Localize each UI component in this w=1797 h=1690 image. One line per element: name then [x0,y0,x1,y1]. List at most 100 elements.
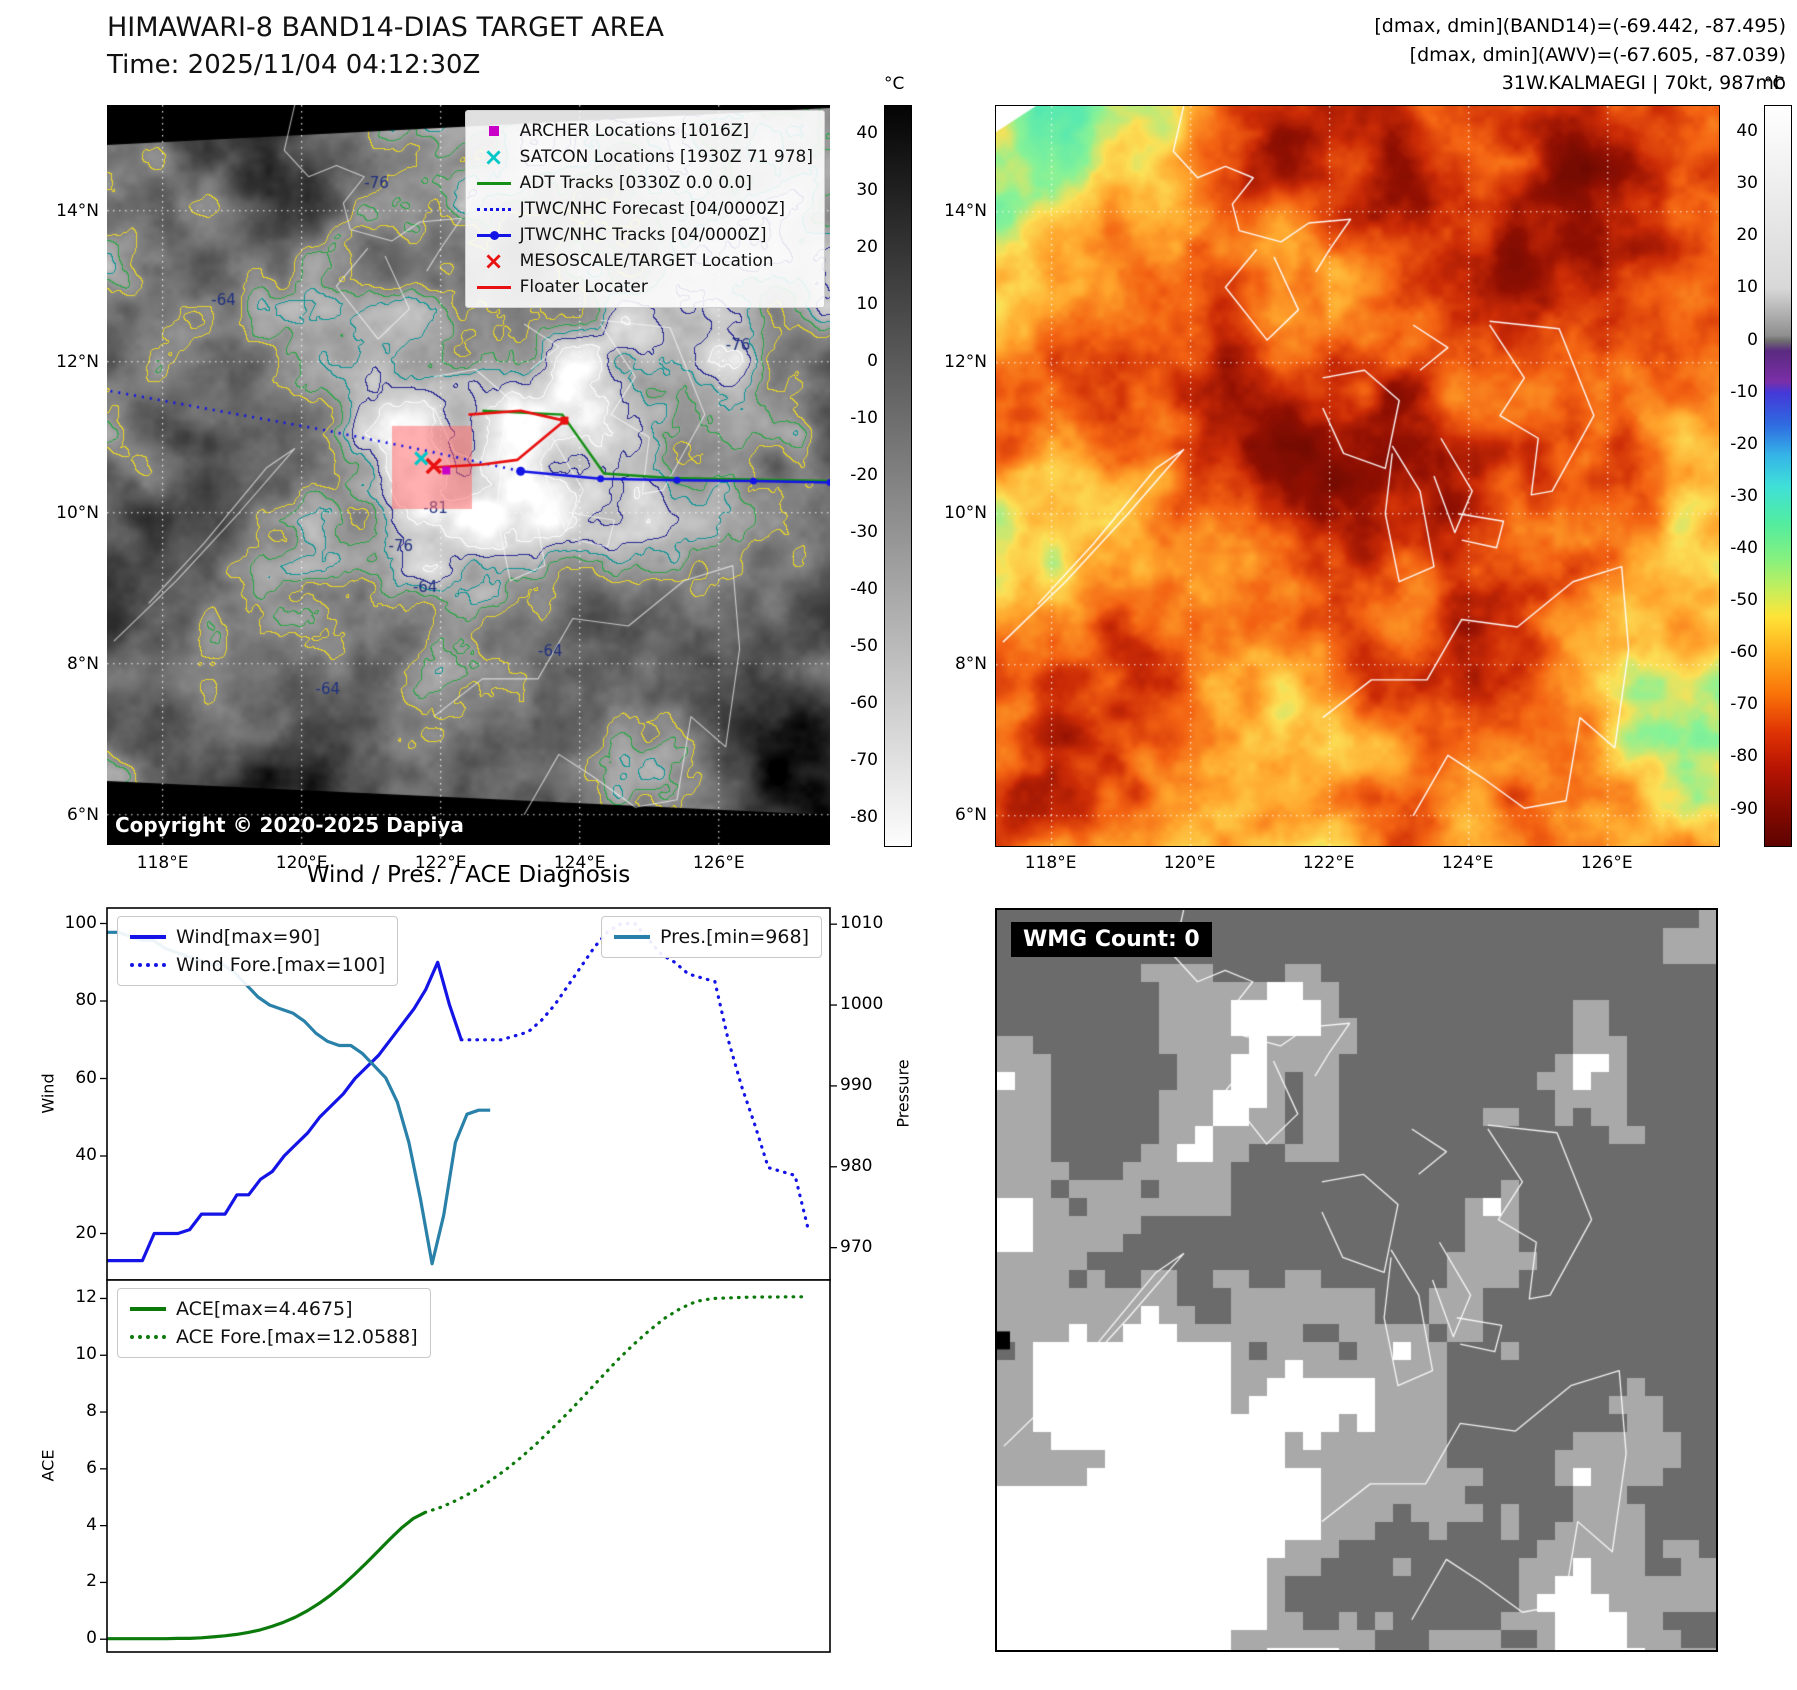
legend-row-jtwc-forecast: JTWC/NHC Forecast [04/0000Z] [476,196,813,222]
colorbar-tick-label: 40 [856,123,878,144]
ace-line-swatch-icon [130,1307,166,1311]
colorbar-tick-label: 0 [1747,329,1758,350]
legend-label: SATCON Locations [1930Z 71 978] [519,147,813,167]
awv-header: [dmax, dmin](BAND14)=(-69.442, -87.495) … [1374,12,1786,98]
legend-row-floater: Floater Locater [476,274,813,300]
colorbar-tick-label: -80 [1730,746,1758,767]
legend-label: Wind[max=90] [176,926,321,948]
colorbar-tick-label: -10 [850,408,878,429]
legend-item-wind: Wind[max=90] [130,923,385,951]
legend-item-wind-forecast: Wind Fore.[max=100] [130,951,385,979]
band14-map-legend: ARCHER Locations [1016Z] × SATCON Locati… [464,110,825,308]
map-axis-tick-label: 8°N [954,653,987,674]
map-axis-tick-label: 10°N [56,502,99,523]
axis-tick-label: 2 [86,1571,97,1592]
legend-label: Wind Fore.[max=100] [176,954,386,976]
colorbar-tick-label: -60 [1730,642,1758,663]
jtwc-forecast-dotted-line-icon [476,201,511,217]
colorbar-tick-label: -60 [850,692,878,713]
axis-tick-label: 40 [75,1145,97,1165]
mesoscale-target-x-icon: × [483,247,504,275]
map-axis-tick-label: 14°N [944,200,987,221]
legend-item-ace-forecast: ACE Fore.[max=12.0588] [130,1323,418,1351]
map-axis-tick-label: 8°N [66,653,99,674]
legend-label: Floater Locater [519,277,648,297]
axis-tick-label: 1010 [840,913,884,934]
copyright-text: Copyright © 2020-2025 Dapiya [115,813,464,837]
axis-tick-label: 1000 [840,994,884,1015]
legend-row-adt: ADT Tracks [0330Z 0.0 0.0] [476,170,813,196]
diagnosis-chart-title: Wind / Pres. / ACE Diagnosis [306,862,631,888]
band14-colorbar-unit: °C [884,74,905,94]
ace-forecast-dotted-swatch-icon [130,1335,166,1339]
wind-forecast-dotted-swatch-icon [130,963,166,967]
wmg-count-badge: WMG Count: 0 [1011,922,1212,957]
colorbar-tick-label: -40 [1730,537,1758,558]
adt-track-line-icon [476,175,511,191]
wind-axis-label: Wind [38,1073,58,1114]
pressure-line-swatch-icon [614,935,650,939]
axis-tick-label: 12 [75,1287,97,1308]
map-axis-tick-label: 14°N [56,200,99,221]
band14-title: HIMAWARI-8 BAND14-DIAS TARGET AREA [107,12,664,43]
map-axis-tick-label: 118°E [1024,853,1077,873]
map-axis-tick-label: 122°E [1302,853,1355,873]
colorbar-tick-label: -10 [1730,381,1758,402]
legend-label: ACE Fore.[max=12.0588] [176,1326,418,1348]
legend-label: Pres.[min=968] [660,926,809,948]
colorbar-tick-label: 10 [856,294,878,315]
axis-tick-label: 980 [840,1155,873,1176]
wind-line-swatch-icon [130,935,166,939]
colorbar-tick-label: -90 [1730,798,1758,819]
legend-label: JTWC/NHC Forecast [04/0000Z] [519,199,786,219]
colorbar-tick-label: -20 [850,465,878,485]
wind-legend: Wind[max=90] Wind Fore.[max=100] [117,916,399,986]
colorbar-tick-label: -70 [1730,694,1758,715]
colorbar-tick-label: 30 [1736,173,1758,194]
colorbar-tick-label: -20 [1730,433,1758,454]
legend-row-archer: ARCHER Locations [1016Z] [477,118,813,144]
axis-tick-label: 20 [75,1222,97,1243]
axis-tick-label: 60 [75,1067,97,1088]
band14-map: ARCHER Locations [1016Z] × SATCON Locati… [107,105,830,845]
legend-label: JTWC/NHC Tracks [04/0000Z] [519,225,767,245]
dmax-dmin-awv: [dmax, dmin](AWV)=(-67.605, -87.039) [1409,43,1786,66]
legend-label: ADT Tracks [0330Z 0.0 0.0] [519,173,752,193]
ace-plot [100,1279,831,1653]
map-axis-tick-label: 12°N [56,351,99,372]
floater-line-icon [476,279,511,295]
axis-tick-label: 970 [840,1236,873,1257]
legend-row-jtwc-track: JTWC/NHC Tracks [04/0000Z] [476,222,813,248]
axis-tick-label: 8 [86,1401,97,1422]
map-axis-tick-label: 6°N [954,804,987,825]
wmg-map-canvas [997,910,1716,1650]
map-axis-tick-label: 6°N [66,804,99,825]
axis-tick-label: 4 [86,1514,97,1535]
colorbar-tick-label: -80 [850,806,878,827]
map-axis-tick-label: 126°E [1580,853,1633,873]
map-axis-tick-label: 118°E [136,853,189,873]
legend-row-satcon: × SATCON Locations [1930Z 71 978] [477,144,813,170]
map-axis-tick-label: 12°N [944,351,987,372]
map-axis-tick-label: 120°E [1163,853,1216,873]
pressure-axis-label: Pressure [893,1059,913,1128]
legend-item-ace: ACE[max=4.4675] [130,1295,418,1323]
colorbar-tick-label: -50 [850,635,878,656]
legend-label: MESOSCALE/TARGET Location [519,251,774,271]
band14-time: Time: 2025/11/04 04:12:30Z [107,50,481,80]
colorbar-tick-label: 20 [1736,225,1758,246]
colorbar-tick-label: -40 [850,578,878,599]
dmax-dmin-band14: [dmax, dmin](BAND14)=(-69.442, -87.495) [1374,15,1786,37]
map-axis-tick-label: 124°E [553,853,606,873]
axis-tick-label: 10 [75,1344,97,1365]
axis-tick-label: 6 [86,1457,97,1478]
awv-map [995,105,1720,847]
axis-tick-label: 990 [840,1074,873,1095]
map-axis-tick-label: 10°N [944,502,987,523]
colorbar-tick-label: -70 [850,749,878,770]
axis-tick-label: 100 [64,912,97,933]
map-axis-tick-label: 122°E [414,853,467,873]
map-axis-tick-label: 126°E [692,853,745,873]
axis-tick-label: 80 [75,990,97,1010]
